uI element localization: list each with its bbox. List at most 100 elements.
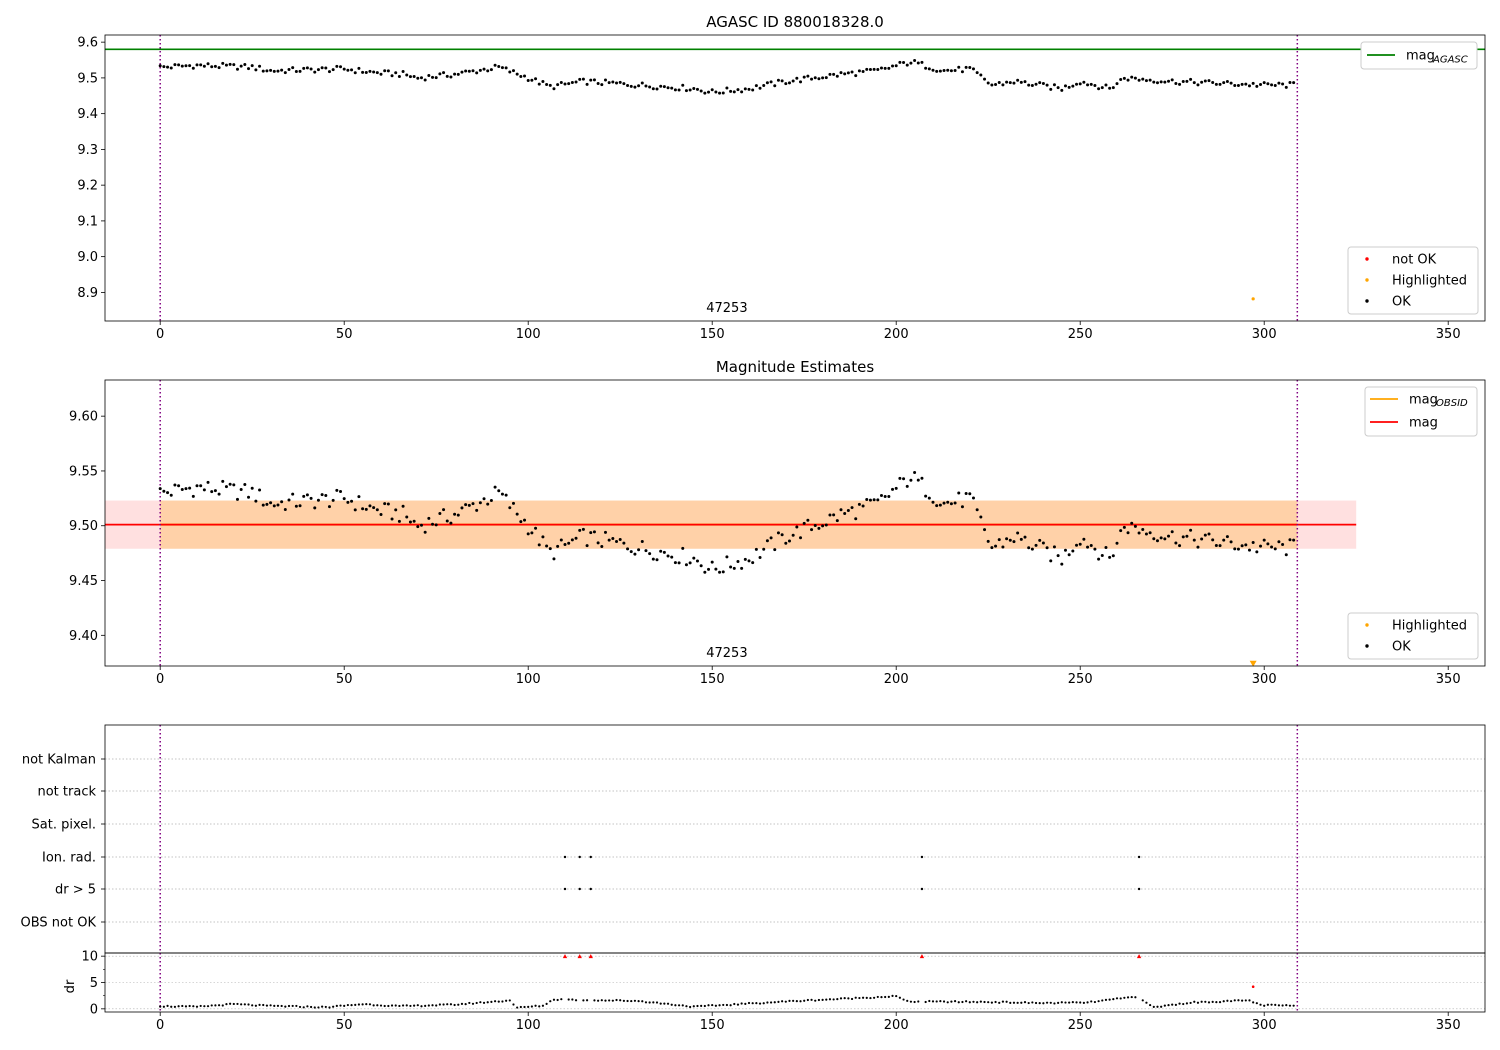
dr-point	[390, 1004, 394, 1007]
dr-point	[387, 1004, 390, 1008]
magnitude-estimates-panel: Magnitude Estimates 47253 0 50 100 150 200 250 3…	[69, 358, 1486, 687]
ok-point	[968, 65, 972, 69]
ok-point	[464, 503, 468, 507]
ok-point	[927, 496, 931, 500]
ok-point	[670, 86, 674, 90]
dr-point	[471, 1002, 475, 1005]
dr-point	[1042, 1002, 1045, 1005]
dr-point	[873, 996, 876, 999]
ok-point	[162, 489, 166, 493]
dr-point	[810, 998, 813, 1001]
ok-point	[1122, 525, 1126, 529]
dr-point	[953, 1000, 957, 1003]
dr-point	[240, 1003, 243, 1006]
dr-point	[1281, 1004, 1284, 1007]
dr-point	[880, 996, 883, 999]
dr-point	[887, 995, 890, 998]
ok-point	[935, 504, 939, 508]
dr-point	[1226, 999, 1229, 1002]
ok-point	[1034, 82, 1038, 86]
ok-point	[534, 77, 538, 81]
dr-point	[394, 1004, 397, 1007]
ok-point	[519, 520, 523, 524]
dr-point	[762, 1002, 765, 1005]
legend-label: OK	[1392, 640, 1411, 655]
ok-point	[350, 68, 354, 72]
ok-point	[1148, 78, 1152, 82]
ok-point	[868, 498, 872, 502]
ok-point	[327, 70, 331, 74]
flags-panel: not Kalman not track Sat. pixel. Ion. rad. d…	[21, 724, 1486, 954]
ok-point	[1203, 533, 1207, 537]
x-tick-label: 350	[1436, 1018, 1461, 1033]
ok-point	[1012, 540, 1016, 544]
dr-point	[1160, 1005, 1163, 1008]
ok-point	[718, 570, 722, 574]
ok-point	[239, 488, 243, 492]
ok-point	[846, 508, 850, 512]
ok-point	[843, 72, 847, 76]
dr-y-tick-label: 5	[90, 976, 98, 991]
legend-marker	[1365, 644, 1369, 648]
dr-point	[854, 996, 857, 999]
ok-point	[949, 69, 953, 73]
ok-point	[570, 81, 574, 85]
dr-point	[1086, 1001, 1089, 1004]
dr-point	[1196, 1001, 1200, 1004]
ok-point	[905, 484, 909, 488]
ok-point	[169, 493, 173, 497]
ok-point	[574, 536, 578, 540]
ok-point	[699, 89, 703, 93]
dr-point	[729, 1004, 732, 1007]
dr-point	[939, 1000, 942, 1003]
dr-point	[184, 1005, 188, 1008]
dr-point	[265, 1004, 269, 1007]
ok-point	[887, 66, 891, 70]
ok-point	[946, 68, 950, 72]
ok-point	[475, 71, 479, 75]
ok-point	[983, 528, 987, 532]
dr-point	[321, 1005, 324, 1008]
flag-row-label: dr > 5	[55, 883, 96, 898]
dr-point	[935, 1000, 938, 1003]
ok-point	[615, 539, 619, 543]
ok-point	[960, 505, 964, 509]
dr-point	[449, 1003, 453, 1006]
dr-point	[225, 1002, 228, 1006]
ok-point	[302, 66, 306, 70]
ok-point	[372, 506, 376, 510]
ok-point	[762, 547, 766, 551]
dr-point	[302, 1006, 305, 1009]
dr-point	[284, 1005, 287, 1008]
x-tick-label: 300	[1252, 672, 1277, 687]
dr-point	[792, 999, 795, 1002]
dr-point	[718, 1004, 721, 1007]
ok-point	[500, 66, 504, 70]
ok-point	[828, 72, 832, 76]
ok-point	[802, 75, 806, 79]
ok-point	[832, 513, 836, 517]
dr-point	[287, 1004, 291, 1008]
ok-point	[493, 485, 497, 489]
dr-clipped-marker	[562, 954, 568, 959]
ok-point	[475, 508, 479, 512]
ok-point	[235, 67, 239, 71]
dr-point	[1182, 1002, 1185, 1006]
dr-point	[273, 1004, 276, 1007]
dr-point	[501, 1000, 504, 1003]
ok-point	[1144, 532, 1148, 536]
ok-point	[324, 66, 328, 70]
ok-point	[508, 70, 512, 74]
ok-point	[997, 80, 1001, 84]
dr-point	[755, 1001, 758, 1005]
ok-point	[707, 90, 711, 94]
legend-marker	[1365, 299, 1369, 303]
ok-point	[736, 560, 740, 564]
chart-title: AGASC ID 880018328.0	[706, 13, 884, 31]
ok-point	[1008, 538, 1012, 542]
ok-point	[169, 66, 173, 70]
ok-point	[821, 76, 825, 80]
dr-point	[931, 1000, 935, 1003]
